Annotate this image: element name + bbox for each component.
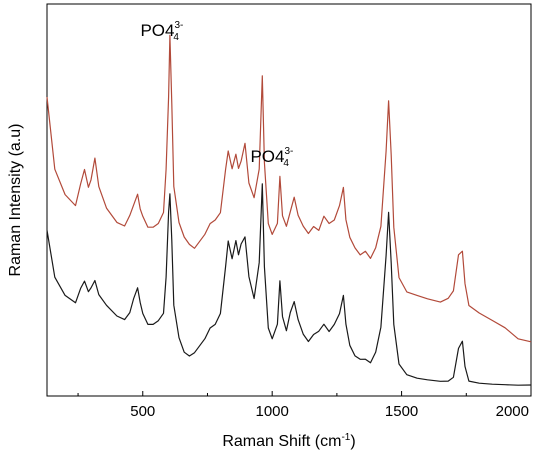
annotation-label-2: PO43-4 — [250, 146, 293, 169]
y-axis-title: Raman Intensity (a.u) — [7, 124, 24, 277]
x-tick-label: 2000 — [496, 403, 529, 420]
series-layer — [46, 34, 532, 386]
x-axis-title: Raman Shift (cm-1) — [222, 432, 355, 450]
x-tick-label: 1000 — [255, 403, 288, 420]
x-tick-label: 500 — [130, 403, 155, 420]
x-axis-ticks: 500 1000 1500 2000 — [77, 391, 532, 420]
series-line-2 — [46, 183, 532, 386]
annotation-label-1: PO43-4 — [140, 20, 183, 43]
series-line-1 — [46, 34, 532, 343]
annotations: PO43-4 PO43-4 — [140, 20, 293, 169]
x-tick-label: 1500 — [385, 403, 418, 420]
plot-area — [46, 3, 532, 397]
